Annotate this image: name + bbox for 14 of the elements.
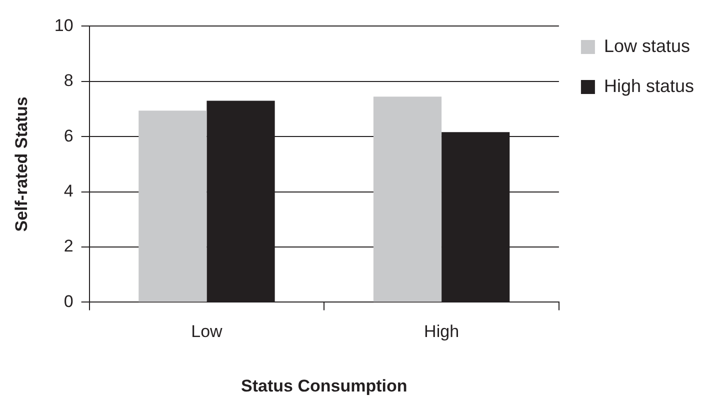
y-tick-label: 10 — [54, 16, 74, 35]
y-axis-title: Self-rated Status — [12, 96, 31, 232]
legend-label: Low status — [604, 36, 690, 56]
y-tick-label: 6 — [64, 126, 74, 146]
x-tick-label: High — [424, 322, 460, 342]
legend-label: High status — [604, 76, 694, 96]
y-tick-label: 2 — [64, 236, 74, 256]
y-tick-label: 0 — [64, 292, 74, 311]
bar — [373, 96, 442, 302]
bar — [138, 110, 207, 302]
y-tick-label: 4 — [64, 181, 74, 200]
y-tick-label: 8 — [64, 71, 74, 90]
x-tick-label: Low — [191, 322, 224, 342]
x-axis-title: Status Consumption — [241, 376, 408, 396]
